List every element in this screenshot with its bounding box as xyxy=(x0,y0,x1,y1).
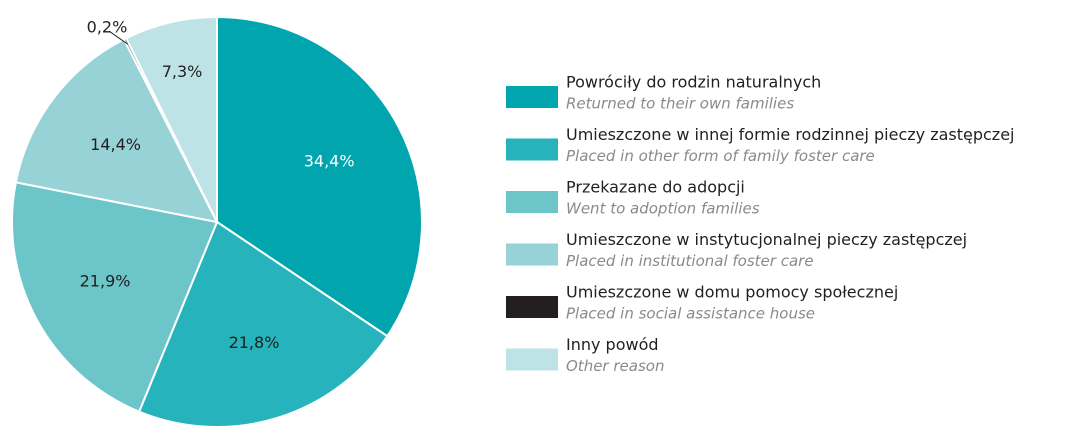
pie-slice xyxy=(11,181,219,413)
pie-slice xyxy=(124,15,218,223)
legend-swatch xyxy=(506,138,558,161)
legend-label: Powróciły do rodzin naturalnych xyxy=(566,73,821,92)
legend-swatch xyxy=(506,348,558,371)
pie-slice xyxy=(14,37,219,224)
legend-label-en: Went to adoption families xyxy=(566,200,760,218)
legend-label: Umieszczone w domu pomocy społecznej xyxy=(566,283,898,302)
data-label: 7,3% xyxy=(162,62,203,81)
legend-label: Przekazane do adopcji xyxy=(566,178,745,197)
legend-label-en: Placed in social assistance house xyxy=(566,305,815,323)
legend-label-en: Placed in other form of family foster ca… xyxy=(566,147,875,165)
data-label: 34,4% xyxy=(304,152,355,171)
legend-swatch xyxy=(506,243,558,266)
legend-label-en: Other reason xyxy=(566,357,664,375)
data-label: 14,4% xyxy=(90,135,141,154)
legend-label: Umieszczone w innej formie rodzinnej pie… xyxy=(566,125,1015,144)
data-label: 0,2% xyxy=(87,18,128,37)
data-label: 21,9% xyxy=(80,272,131,291)
legend-swatch xyxy=(506,86,558,108)
pie-slice xyxy=(137,220,389,426)
data-label: 21,8% xyxy=(229,333,280,352)
legend-label-en: Returned to their own families xyxy=(566,95,794,113)
legend-label: Inny powód xyxy=(566,335,659,354)
legend-swatch xyxy=(506,191,558,213)
legend-swatch xyxy=(506,296,558,318)
pie-slice xyxy=(216,15,423,338)
legend-label-en: Placed in institutional foster care xyxy=(566,252,814,270)
leader-line xyxy=(108,30,129,45)
legend-label: Umieszczone w instytucjonalnej pieczy za… xyxy=(566,230,967,249)
